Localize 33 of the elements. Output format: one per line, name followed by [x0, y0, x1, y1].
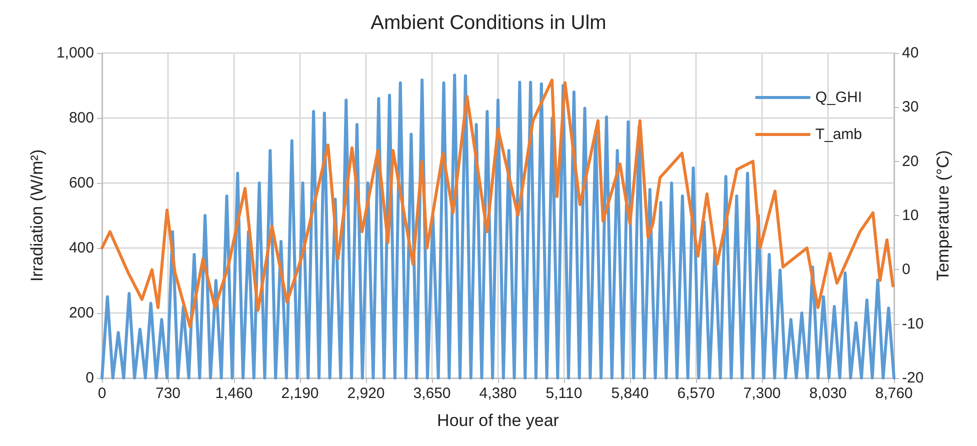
- x-tick-label: 2,920: [347, 385, 385, 402]
- x-tick-label: 5,110: [546, 385, 582, 402]
- x-tick-label: 6,570: [677, 385, 715, 402]
- y-tick-label: 600: [68, 174, 94, 192]
- y-axis-title: Irradiation (W/m²): [28, 149, 47, 282]
- x-tick-label: 0: [98, 385, 106, 402]
- y2-tick-label: 10: [902, 207, 919, 224]
- y-tick-label: 800: [68, 110, 94, 126]
- x-tick-label: 1,460: [215, 385, 253, 402]
- x-tick-label: 5,840: [611, 385, 649, 402]
- line-series: [100, 78, 894, 328]
- chart-title: Ambient Conditions in Ulm: [370, 12, 606, 34]
- y2-tick-label: -20: [902, 370, 924, 386]
- x-tick-label: 3,650: [413, 385, 451, 402]
- legend-label: T_amb: [815, 126, 862, 143]
- y-tick-label: 1,000: [56, 44, 94, 62]
- x-tick-label: 7,300: [743, 385, 781, 402]
- x-tick-label: 2,190: [281, 385, 319, 402]
- y-tick-label: 200: [68, 304, 94, 322]
- x-axis-title: Hour of the year: [437, 411, 560, 430]
- y2-tick-label: 30: [902, 98, 919, 116]
- x-tick-label: 8,760: [875, 385, 913, 402]
- y2-tick-label: 20: [902, 152, 919, 170]
- x-tick-label: 730: [155, 385, 181, 402]
- x-tick-label: 4,380: [479, 385, 517, 402]
- y2-tick-label: -10: [902, 315, 924, 332]
- y2-tick-label: 40: [902, 44, 919, 62]
- y2-axis-title: Temperature (°C): [934, 150, 953, 281]
- y-tick-label: 400: [68, 240, 94, 256]
- y2-tick-label: 0: [902, 261, 910, 278]
- x-tick-label: 8,030: [809, 385, 847, 402]
- legend-label: Q_GHI: [815, 89, 862, 106]
- y-tick-label: 0: [86, 370, 94, 386]
